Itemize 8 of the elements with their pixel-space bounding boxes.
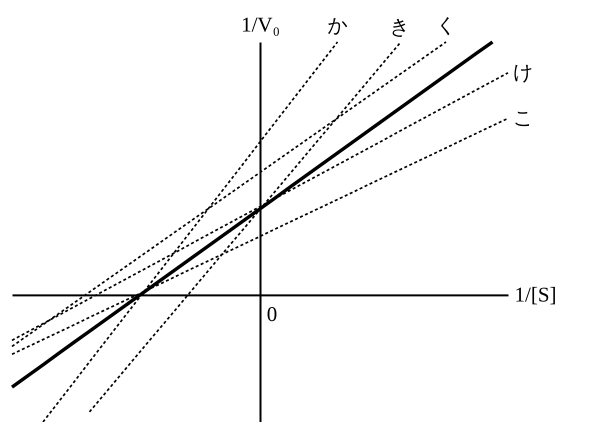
series-label: け — [513, 60, 533, 84]
series-label: き — [390, 14, 410, 39]
x-axis-title: 1/[S] — [514, 282, 556, 306]
series-label: こ — [513, 105, 533, 130]
series-label: く — [436, 13, 456, 37]
series-label: か — [328, 13, 348, 37]
y-axis-title: 1/V₀ — [241, 12, 280, 36]
annotation: 0 — [266, 302, 278, 326]
